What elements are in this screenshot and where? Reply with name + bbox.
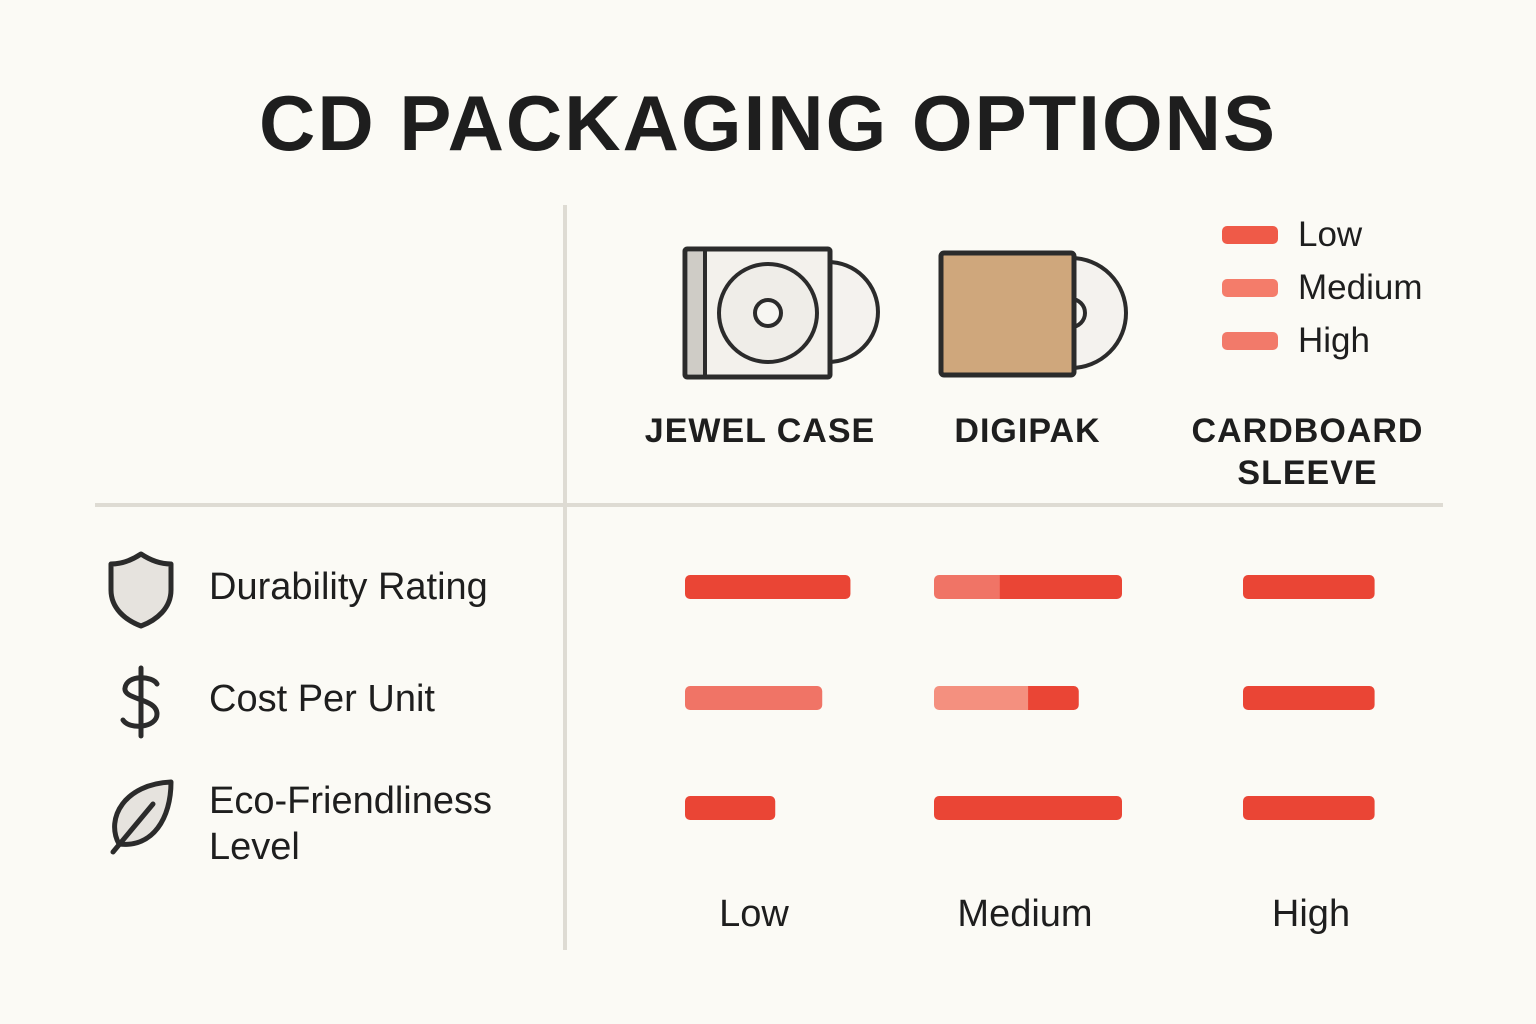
- horizontal-divider: [95, 503, 1443, 507]
- dollar-icon: [120, 665, 160, 739]
- bar: [685, 796, 776, 820]
- legend-item-high: High: [1222, 314, 1422, 367]
- metric-label: Eco-Friendliness Level: [209, 778, 492, 870]
- metric-durability: Durability Rating: [105, 550, 488, 630]
- jewel-case-icon: [682, 246, 880, 380]
- metric-cost: Cost Per Unit: [105, 662, 435, 742]
- legend-label: Low: [1298, 214, 1363, 254]
- column-label-line: CARDBOARD: [1191, 412, 1424, 450]
- bar-segment: [934, 686, 1029, 710]
- column-label-line: DIGIPAK: [954, 412, 1101, 450]
- column-label-digipak: DIGIPAK: [900, 410, 1155, 452]
- bar-segment: [685, 575, 851, 599]
- bar: [1243, 686, 1375, 710]
- metric-label-line: Cost Per Unit: [209, 678, 435, 720]
- column-label-cardboard-sleeve: CARDBOARD SLEEVE: [1165, 410, 1450, 494]
- bar: [685, 575, 851, 599]
- column-label-line: SLEEVE: [1237, 454, 1378, 492]
- scale-label-high: High: [1271, 893, 1351, 935]
- column-label-jewel-case: JEWEL CASE: [620, 410, 900, 452]
- bar-segment: [685, 796, 776, 820]
- legend-swatch: [1222, 278, 1278, 297]
- metric-label: Cost Per Unit: [209, 662, 435, 722]
- leaf-icon: [110, 779, 174, 855]
- legend-label: High: [1298, 320, 1370, 360]
- bar: [934, 575, 1122, 599]
- bar-segment: [1243, 575, 1375, 599]
- legend-label: Medium: [1298, 267, 1423, 307]
- bar-segment: [934, 796, 1122, 820]
- bar: [934, 796, 1122, 820]
- bar: [934, 686, 1079, 710]
- bar-segment: [685, 686, 823, 710]
- bar-segment: [1243, 686, 1375, 710]
- bar: [685, 686, 823, 710]
- legend-item-low: Low: [1222, 208, 1422, 261]
- metric-label: Durability Rating: [209, 550, 488, 610]
- legend-swatch: [1222, 225, 1278, 244]
- legend: Low Medium High: [1222, 208, 1422, 367]
- metric-label-line: Level: [209, 826, 300, 868]
- bar: [1243, 575, 1375, 599]
- bar-segment: [934, 575, 1001, 599]
- metric-label-line: Durability Rating: [209, 566, 488, 608]
- bar-segment: [1243, 796, 1375, 820]
- column-label-line: JEWEL CASE: [644, 412, 876, 450]
- scale-label-low: Low: [719, 893, 789, 935]
- digipak-icon: [938, 250, 1128, 378]
- scale-label-medium: Medium: [957, 893, 1093, 935]
- legend-item-medium: Medium: [1222, 261, 1422, 314]
- bar-segment: [999, 575, 1122, 599]
- vertical-divider: [563, 205, 567, 950]
- bar-segment: [1028, 686, 1079, 710]
- metric-eco: Eco-Friendliness Level: [105, 778, 492, 870]
- bar: [1243, 796, 1375, 820]
- metric-label-line: Eco-Friendliness: [209, 780, 492, 822]
- shield-icon: [108, 551, 174, 629]
- legend-swatch: [1222, 331, 1278, 350]
- page-title: CD PACKAGING OPTIONS: [259, 79, 1277, 167]
